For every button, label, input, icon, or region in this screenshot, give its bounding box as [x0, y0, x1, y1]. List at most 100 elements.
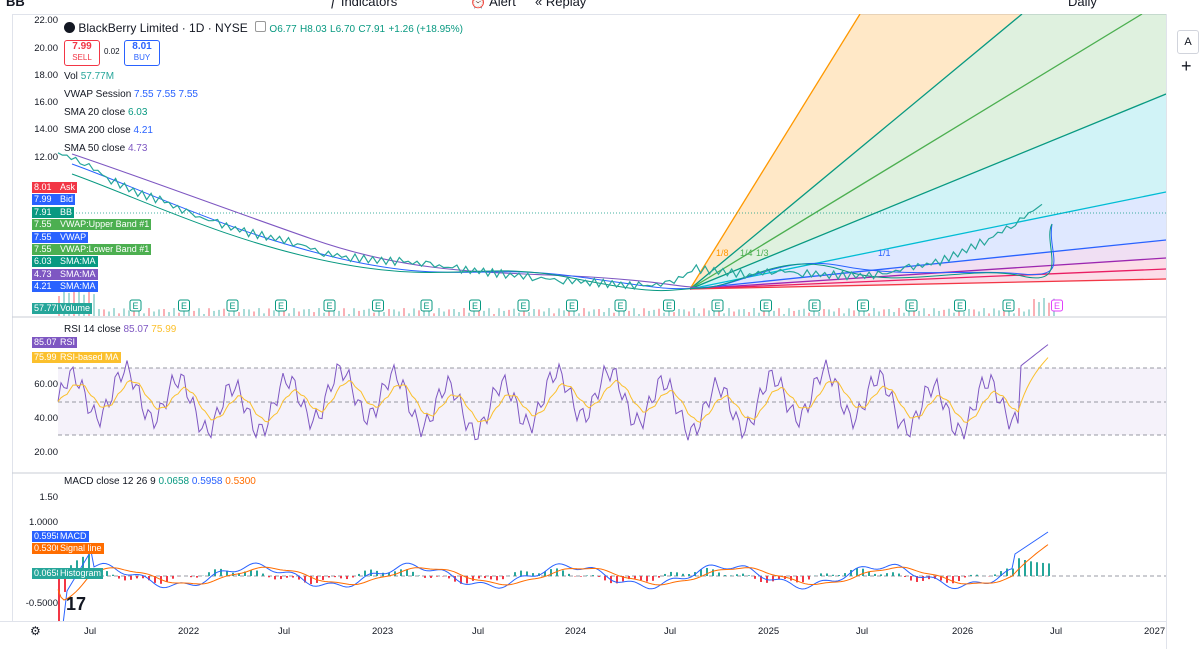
earnings-marker[interactable]: E: [567, 300, 578, 311]
volume-bar: [633, 308, 635, 316]
volume-bar: [1033, 299, 1035, 316]
volume-bar: [793, 311, 795, 316]
svg-text:E: E: [666, 301, 672, 311]
earnings-marker[interactable]: E: [130, 300, 141, 311]
macd-histogram-bar: [532, 573, 534, 576]
earnings-marker[interactable]: E: [615, 300, 626, 311]
macd-histogram-bar: [910, 576, 912, 581]
earnings-marker[interactable]: E: [227, 300, 238, 311]
volume-bar: [758, 313, 760, 316]
earnings-marker[interactable]: E: [809, 300, 820, 311]
volume-bar: [743, 309, 745, 316]
earnings-marker[interactable]: E: [664, 300, 675, 311]
macd-histogram-bar: [652, 576, 654, 581]
volume-bar: [868, 313, 870, 316]
macd-histogram-bar: [802, 576, 804, 582]
x-axis-label: 2026: [952, 626, 973, 637]
sma200-legend[interactable]: SMA 200 close 4.21: [64, 125, 153, 136]
earnings-marker[interactable]: E: [955, 300, 966, 311]
rsi-axis-label: 40.00: [14, 413, 58, 424]
macd-histogram-bar: [670, 572, 672, 576]
earnings-marker[interactable]: E: [276, 300, 287, 311]
gann-fan[interactable]: 1/8 1/4 1/3 1/1: [690, 14, 1166, 289]
tradingview-logo: 17: [66, 594, 86, 614]
macd-histogram-bar: [712, 569, 714, 576]
fan-label: 1/4: [740, 248, 753, 258]
earnings-marker[interactable]: E: [1003, 300, 1014, 311]
macd-histogram-bar: [754, 576, 756, 579]
macd-histogram-bar: [172, 576, 174, 579]
auto-scale-button[interactable]: A: [1177, 30, 1199, 54]
volume-bar: [418, 310, 420, 316]
add-icon[interactable]: +: [1181, 56, 1192, 77]
volume-bar: [178, 313, 180, 316]
earnings-marker[interactable]: E: [179, 300, 190, 311]
earnings-marker[interactable]: E: [373, 300, 384, 311]
volume-bar: [248, 309, 250, 316]
volume-bar: [798, 310, 800, 316]
price-badge-label: VWAP: [58, 232, 88, 243]
earnings-marker[interactable]: E: [421, 300, 432, 311]
macd-histogram-bar: [562, 570, 564, 576]
macd-legend[interactable]: MACD close 12 26 9 0.0658 0.5958 0.5300: [64, 476, 256, 487]
volume-bar: [463, 308, 465, 316]
sma50-legend[interactable]: SMA 50 close 4.73: [64, 143, 147, 154]
earnings-marker[interactable]: E: [906, 300, 917, 311]
chart-canvas[interactable]: 1/8 1/4 1/3 1/1 E E E E E E E E E E E E E E E E E E E E 17: [12, 14, 1166, 621]
svg-text:E: E: [278, 301, 284, 311]
macd-histogram-bar: [106, 571, 108, 576]
rsi-legend[interactable]: RSI 14 close 85.07 75.99: [64, 324, 176, 335]
volume-bar: [368, 309, 370, 316]
volume-bar: [978, 311, 980, 316]
macd-histogram-bar: [262, 574, 264, 576]
volume-bar: [108, 311, 110, 316]
volume-bar: [313, 312, 315, 316]
volume-bar: [508, 310, 510, 316]
earnings-marker[interactable]: E: [324, 300, 335, 311]
eye-icon[interactable]: [255, 21, 266, 32]
volume-bar: [888, 309, 890, 316]
volume-bar: [938, 311, 940, 316]
indicators-button[interactable]: ƒ Indicators: [330, 0, 397, 9]
earnings-marker[interactable]: E: [518, 300, 529, 311]
volume-bar: [238, 312, 240, 316]
replay-button[interactable]: « Replay: [535, 0, 586, 9]
volume-bar: [583, 308, 585, 316]
earnings-marker[interactable]: E: [470, 300, 481, 311]
volume-bar: [853, 310, 855, 316]
price-badge-label: VWAP:Lower Band #1: [58, 244, 151, 255]
earnings-marker[interactable]: E: [712, 300, 723, 311]
settings-icon[interactable]: ⚙: [30, 624, 41, 638]
alert-button[interactable]: ⏰ Alert: [470, 0, 516, 10]
earnings-marker[interactable]: E: [858, 300, 869, 311]
earnings-marker[interactable]: E: [1052, 300, 1063, 311]
volume-bar: [893, 312, 895, 316]
volume-bar: [253, 311, 255, 316]
timeframe-dropdown[interactable]: Daily: [1068, 0, 1097, 9]
earnings-marker[interactable]: E: [761, 300, 772, 311]
macd-histogram-bar: [136, 576, 138, 578]
macd-histogram-bar: [346, 576, 348, 579]
fan-label: 1/1: [878, 248, 891, 258]
volume-bar: [458, 312, 460, 316]
x-axis-label: 2027: [1144, 626, 1165, 637]
volume-bar: [788, 308, 790, 316]
volume-bar: [753, 308, 755, 316]
volume-bar: [208, 308, 210, 316]
symbol-search[interactable]: BB: [6, 0, 25, 9]
macd-histogram-bar: [190, 576, 192, 577]
volume-bar: [578, 313, 580, 316]
macd-histogram-bar: [490, 576, 492, 579]
volume-bar: [783, 314, 785, 316]
volume-legend[interactable]: Vol 57.77M: [64, 71, 114, 82]
macd-histogram: [58, 554, 1050, 621]
macd-histogram-bar: [832, 575, 834, 576]
volume-bar: [288, 313, 290, 316]
vwap-legend[interactable]: VWAP Session 7.55 7.55 7.55: [64, 89, 198, 100]
sma20-legend[interactable]: SMA 20 close 6.03: [64, 107, 147, 118]
volume-bar: [438, 308, 440, 316]
x-axis-label: 2023: [372, 626, 393, 637]
rsi-axis-label: 60.00: [14, 379, 58, 390]
